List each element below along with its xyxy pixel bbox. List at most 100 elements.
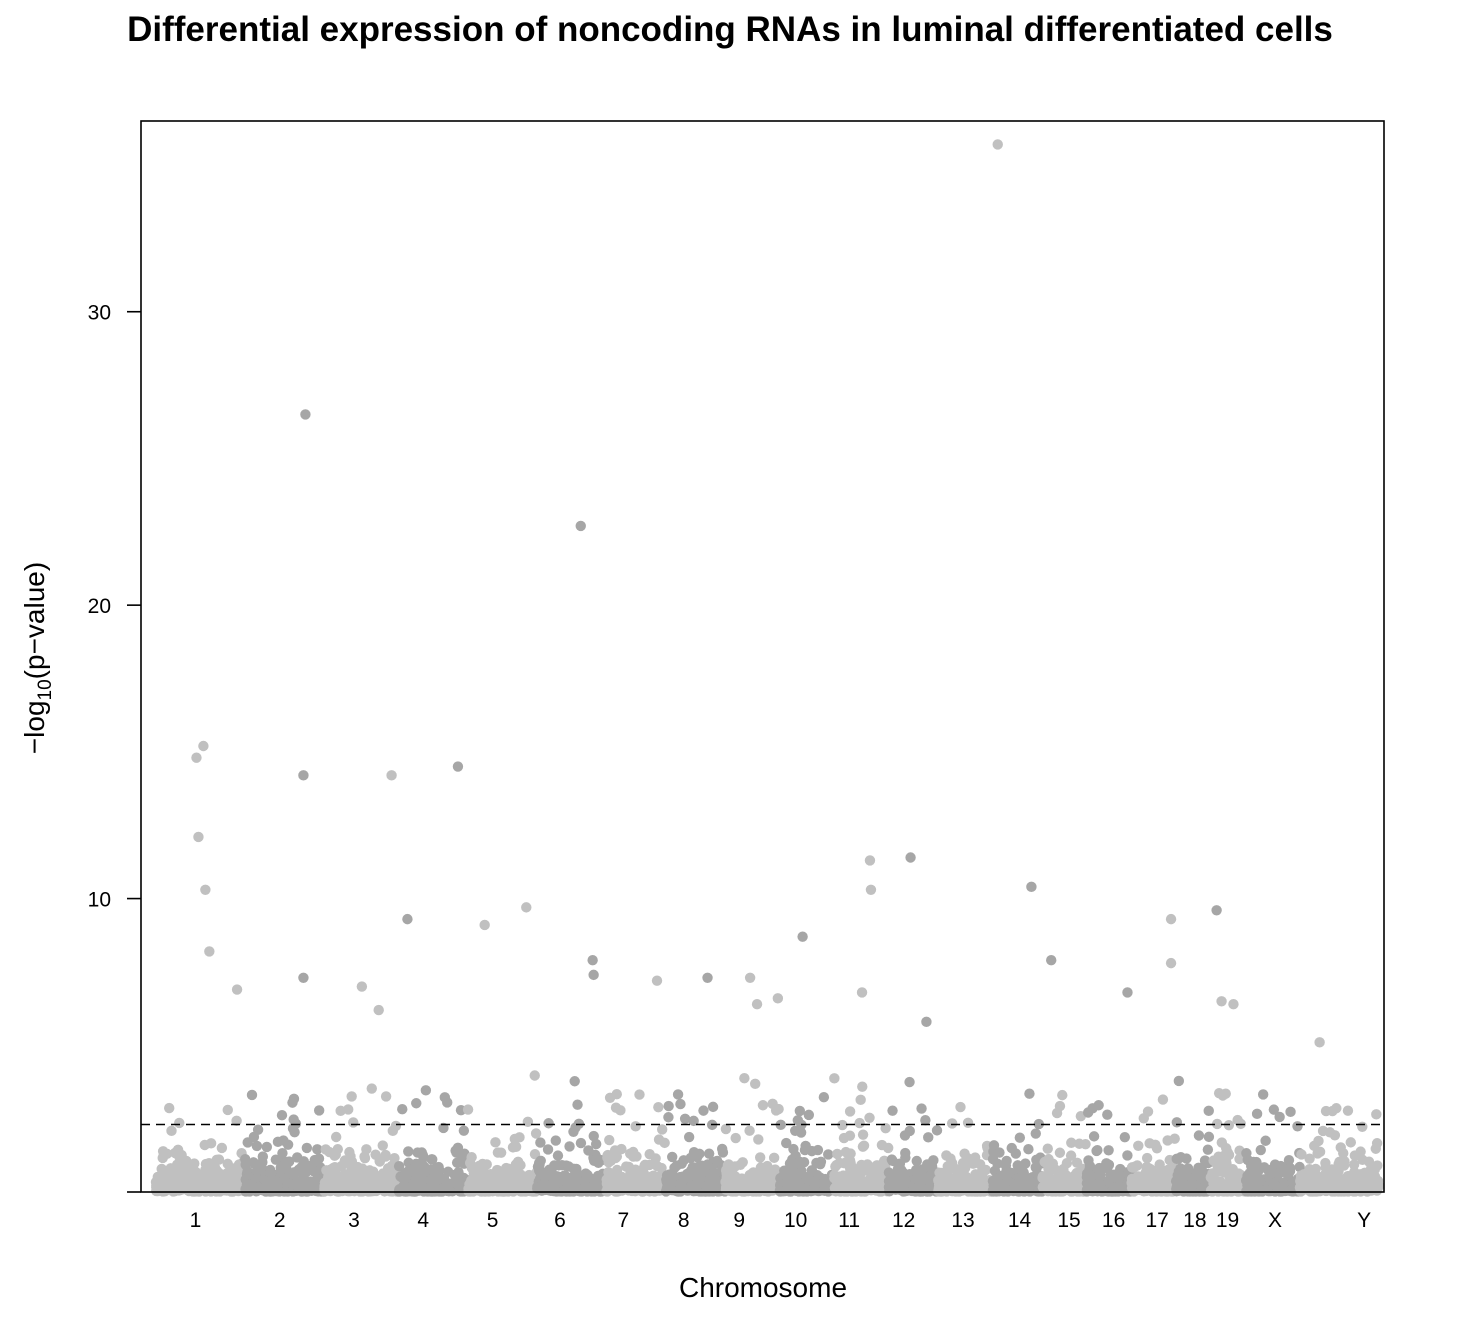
data-point [301, 1142, 313, 1154]
data-point-notable [1122, 987, 1133, 998]
data-point [988, 1180, 999, 1192]
data-point-notable [402, 913, 413, 925]
data-point [419, 1185, 430, 1197]
x-tick-label: 8 [678, 1209, 690, 1232]
data-point [335, 1105, 346, 1117]
data-point [780, 1170, 792, 1181]
data-point [609, 1185, 620, 1196]
data-point [231, 1115, 242, 1127]
data-point [515, 1160, 526, 1171]
data-point [754, 1152, 766, 1163]
data-point [900, 1147, 911, 1159]
data-point [1349, 1150, 1361, 1161]
data-point-notable [373, 1004, 384, 1016]
data-point [1232, 1114, 1243, 1126]
data-point [1211, 1118, 1223, 1130]
data-point [767, 1098, 778, 1110]
data-point [639, 1159, 651, 1171]
data-point [245, 1185, 256, 1196]
data-point [321, 1165, 332, 1176]
data-point [246, 1089, 258, 1101]
data-point [610, 1102, 622, 1113]
data-point [352, 1161, 363, 1173]
x-tick-label: Y [1357, 1209, 1371, 1232]
data-point [844, 1130, 856, 1141]
data-point [1017, 1180, 1028, 1191]
data-point [856, 1159, 867, 1171]
data-point [823, 1149, 834, 1160]
data-point [1119, 1131, 1131, 1143]
data-point [435, 1185, 447, 1197]
data-point [1254, 1175, 1266, 1186]
data-point [843, 1182, 854, 1194]
data-point [288, 1093, 300, 1105]
data-point [1006, 1142, 1017, 1154]
data-point [1004, 1167, 1016, 1178]
data-point [746, 1172, 757, 1183]
data-point [1154, 1159, 1165, 1170]
data-point [683, 1131, 695, 1143]
data-point [829, 1073, 840, 1084]
data-point [1305, 1169, 1316, 1180]
data-point [390, 1120, 402, 1132]
data-point [663, 1100, 674, 1112]
data-point-notable [298, 972, 309, 983]
data-point [1357, 1121, 1368, 1132]
data-point [625, 1167, 636, 1178]
data-point [411, 1098, 422, 1109]
data-point [204, 1185, 216, 1197]
data-point [739, 1073, 750, 1084]
data-point-notable [1165, 913, 1177, 925]
data-point [1257, 1185, 1269, 1197]
data-point [710, 1174, 721, 1185]
data-point [1313, 1135, 1324, 1147]
data-point-notable [521, 902, 532, 913]
data-point [160, 1185, 172, 1196]
data-point [1312, 1148, 1323, 1159]
data-point [1304, 1153, 1315, 1164]
data-point [1202, 1144, 1214, 1155]
data-point [869, 1184, 880, 1195]
plot-frame [140, 120, 1385, 1193]
data-point-notable [651, 975, 663, 986]
data-point [1268, 1178, 1279, 1189]
data-point [1083, 1155, 1094, 1166]
data-point [854, 1117, 865, 1129]
data-point [1186, 1178, 1198, 1189]
data-point [717, 1147, 729, 1158]
data-point [1331, 1183, 1343, 1194]
data-point [1157, 1094, 1169, 1105]
data-point [439, 1092, 451, 1103]
data-point [248, 1157, 259, 1168]
data-point [711, 1155, 723, 1167]
data-point [1200, 1157, 1211, 1168]
data-point [288, 1114, 299, 1125]
data-point [795, 1127, 807, 1138]
data-point [866, 1167, 877, 1178]
data-point [271, 1177, 282, 1188]
data-point [1133, 1182, 1144, 1193]
data-point [1092, 1181, 1104, 1192]
x-tick-label: 13 [951, 1209, 974, 1232]
data-point [417, 1174, 428, 1186]
data-point [1093, 1170, 1105, 1181]
data-point [768, 1152, 780, 1164]
data-point [359, 1152, 371, 1164]
data-point [923, 1132, 934, 1143]
x-tick-label: 2 [274, 1209, 286, 1232]
data-point [1241, 1148, 1252, 1159]
data-point [931, 1125, 943, 1136]
data-point-notable [905, 852, 916, 863]
data-point [1170, 1175, 1182, 1187]
x-tick-label: 11 [838, 1209, 860, 1232]
data-point [663, 1112, 674, 1123]
data-point [1296, 1149, 1307, 1160]
data-point [519, 1176, 530, 1188]
data-point [222, 1104, 233, 1116]
data-point [1033, 1118, 1045, 1130]
x-tick-label: 14 [1008, 1209, 1032, 1232]
data-point [851, 1185, 862, 1196]
data-point [1295, 1185, 1307, 1197]
data-point [782, 1183, 793, 1194]
data-point [272, 1136, 284, 1147]
